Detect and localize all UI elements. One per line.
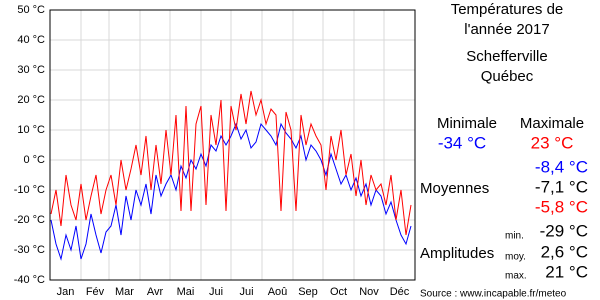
stat-header: Maximale [520,115,584,132]
y-tick-label: -40 °C [14,274,45,286]
stat-value: 21 °C [545,262,588,281]
x-tick-label: Avr [147,286,164,298]
x-tick-label: Fév [86,286,105,298]
x-tick-label: Mai [177,286,195,298]
x-tick-label: Aoû [268,286,288,298]
stat-value: -29 °C [540,221,588,240]
x-tick-label: Nov [359,286,379,298]
series-line [50,90,412,236]
x-tick-label: Jui [239,286,253,298]
stat-label: Amplitudes [420,245,494,262]
y-tick-label: 20 °C [17,94,45,106]
x-tick-label: Jan [57,286,75,298]
stat-value: -7,1 °C [535,177,588,196]
y-tick-label: 50 °C [17,4,45,16]
stat-value: -8,4 °C [535,157,588,176]
stat-value: 2,6 °C [541,242,588,261]
y-tick-label: -20 °C [14,214,45,226]
stat-label: moy. [505,252,526,263]
stat-value: 23 °C [531,133,574,152]
x-tick-label: Déc [390,286,410,298]
source: Source : www.incapable.fr/meteo [420,289,567,300]
info-panel: Températures de l'année 2017 Scheffervil… [420,1,588,300]
y-tick-label: 0 °C [23,154,45,166]
x-tick-label: Jui [209,286,223,298]
y-tick-label: 30 °C [17,64,45,76]
title: l'année 2017 [464,21,549,38]
y-tick-label: 10 °C [17,124,45,136]
x-tick-label: Mar [115,286,134,298]
y-tick-label: -30 °C [14,244,45,256]
stat-header: Minimale [437,115,497,132]
y-tick-label: -10 °C [14,184,45,196]
x-tick-label: Sep [298,286,318,298]
stat-label: Moyennes [420,180,489,197]
title: Schefferville [466,48,547,65]
title: Températures de [451,1,564,18]
plot-frame [49,9,416,281]
title: Québec [481,68,534,85]
y-tick-label: 40 °C [17,34,45,46]
stat-value: -5,8 °C [535,197,588,216]
stat-label: min. [505,231,524,242]
stat-value: -34 °C [438,133,486,152]
stat-label: max. [505,271,527,282]
series-line [50,122,412,261]
x-tick-label: Oct [330,286,347,298]
